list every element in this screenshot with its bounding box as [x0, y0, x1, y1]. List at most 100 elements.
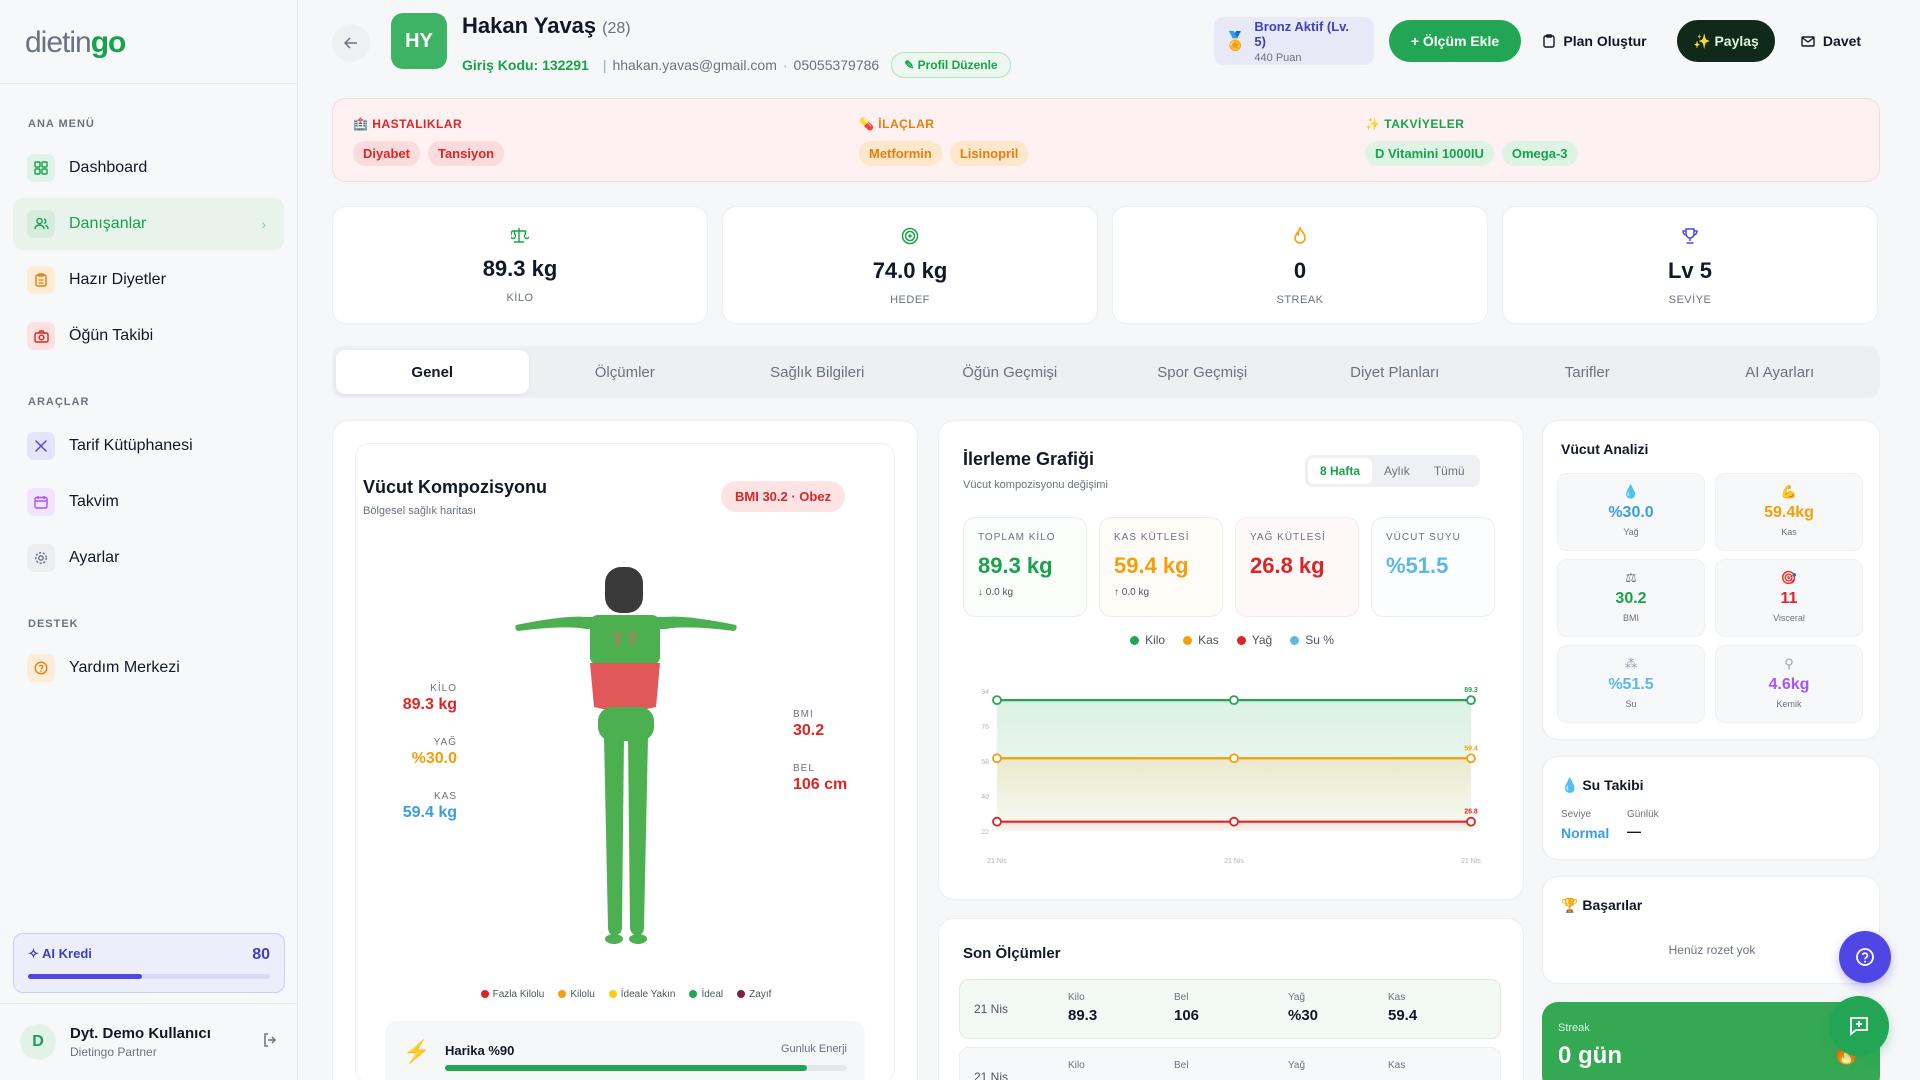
health-summary: 🏥 HASTALIKLAR Diyabet Tansiyon 💊 İLAÇLAR… [332, 98, 1880, 182]
data-point[interactable] [1466, 753, 1476, 764]
bone-icon: ⚲ [1784, 656, 1794, 671]
legend-item-weight[interactable]: Kilo [1130, 633, 1165, 647]
data-point[interactable] [1229, 816, 1239, 827]
progress-chart-panel: İlerleme Grafiği Vücut kompozisyonu deği… [938, 420, 1524, 900]
y-tick-label: 94 [981, 689, 989, 696]
sidebar-item-label: Ayarlar [69, 549, 120, 566]
supplement-chip: Omega-3 [1501, 141, 1578, 166]
data-point[interactable] [992, 753, 1002, 764]
metric-weight: KİLO 89.3 kg [402, 683, 457, 713]
brand-logo[interactable]: dietingo [0, 0, 297, 84]
range-8-weeks[interactable]: 8 Hafta [1308, 458, 1373, 484]
tab-ai-settings[interactable]: AI Ayarları [1745, 363, 1815, 381]
progress-subtitle: Vücut kompozisyonu değişimi [963, 479, 1108, 491]
chat-button[interactable] [1829, 996, 1889, 1056]
add-measurement-button[interactable]: + Ölçüm Ekle [1389, 20, 1521, 62]
users-icon [27, 210, 55, 238]
metric-waist: BEL 106 cm [793, 763, 848, 793]
data-point[interactable] [992, 816, 1002, 827]
sidebar-item-help-center[interactable]: Yardım Merkezi [13, 642, 284, 694]
table-row[interactable]: 21 Nis Kilo Bel Yağ Kas [959, 1047, 1501, 1080]
stat-card-target: 74.0 kg HEDEF [722, 206, 1098, 324]
legend-item-water[interactable]: Su % [1290, 633, 1334, 647]
share-button[interactable]: ✨ Paylaş [1677, 20, 1775, 62]
range-all[interactable]: Tümü [1433, 464, 1465, 478]
metric-fat: YAĞ %30.0 [411, 737, 457, 767]
y-tick-label: 76 [981, 724, 989, 731]
drop-icon: 💧 [1622, 484, 1640, 499]
tab-sport-history[interactable]: Spor Geçmişi [1157, 363, 1248, 381]
legend-item: İdeal [689, 989, 723, 1000]
target-icon [723, 227, 1097, 250]
sidebar-item-clients[interactable]: Danışanlar › [13, 198, 284, 250]
current-user: D Dyt. Demo Kullanıcı Dietingo Partner [0, 1003, 298, 1080]
sidebar-item-label: Danışanlar [69, 215, 147, 232]
tab-meal-history[interactable]: Öğün Geçmişi [962, 363, 1058, 381]
tab-recipes[interactable]: Tarifler [1564, 363, 1610, 381]
legend-item-muscle[interactable]: Kas [1183, 633, 1219, 647]
sidebar-item-dashboard[interactable]: Dashboard [13, 142, 284, 194]
ai-credit-card[interactable]: ✧ AI Kredi 80 [13, 933, 285, 993]
client-age: (28) [602, 20, 631, 37]
y-tick-label: 58 [981, 759, 989, 766]
chart-legend: Kilo Kas Yağ Su % [939, 633, 1525, 647]
supplements-group: ✨ TAKVİYELER D Vitamini 1000IU Omega-3 [1365, 117, 1578, 166]
back-arrow-icon[interactable] [332, 24, 370, 62]
analysis-muscle: 💪 59.4kg Kas [1715, 473, 1863, 551]
client-name: Hakan Yavaş (28) [462, 13, 631, 38]
tab-health-info[interactable]: Sağlık Bilgileri [770, 363, 865, 381]
data-point[interactable] [1466, 816, 1476, 827]
data-point[interactable] [1466, 695, 1476, 706]
metric-card-muscle-mass: KAS KÜTLESİ 59.4 kg ↑ 0.0 kg [1099, 517, 1223, 617]
legend-item-fat[interactable]: Yağ [1236, 633, 1272, 647]
help-circle-icon [27, 654, 55, 682]
tab-diet-plans[interactable]: Diyet Planları [1350, 363, 1440, 381]
stat-card-weight: 89.3 kg KİLO [332, 206, 708, 324]
series-area-1 [997, 758, 1471, 831]
profile-edit-button[interactable]: ✎ Profil Düzenle [891, 52, 1011, 78]
sidebar-item-settings[interactable]: Ayarlar [13, 532, 284, 584]
sidebar-item-recipes[interactable]: Tarif Kütüphanesi [13, 420, 284, 472]
tab-general[interactable]: Genel [336, 350, 529, 394]
create-plan-button[interactable]: Plan Oluştur [1534, 20, 1656, 62]
metric-bmi: BMI 30.2 [793, 709, 825, 739]
achievements-empty: Henüz rozet yok [1668, 943, 1756, 957]
x-tick-label: 21 Nis [987, 858, 1007, 865]
level-badge[interactable]: 🏅 Bronz Aktif (Lv. 5) 440 Puan [1214, 17, 1374, 65]
trophy-icon [1503, 227, 1877, 250]
tab-measurements[interactable]: Ölçümler [594, 363, 655, 381]
sidebar-item-calendar[interactable]: Takvim [13, 476, 284, 528]
range-monthly[interactable]: Aylık [1384, 464, 1410, 478]
logout-icon[interactable] [262, 1032, 278, 1053]
sidebar-item-meal-tracking[interactable]: Öğün Takibi [13, 310, 284, 362]
data-point[interactable] [992, 695, 1002, 706]
sidebar-item-label: Yardım Merkezi [69, 659, 180, 676]
data-label: 59.4 [1464, 745, 1478, 752]
analysis-fat: 💧 %30.0 Yağ [1557, 473, 1705, 551]
avatar[interactable]: D [20, 1024, 56, 1060]
water-tracking-panel: 💧 Su Takibi Seviye Günlük Normal — [1542, 756, 1880, 860]
data-point[interactable] [1229, 753, 1239, 764]
analysis-water: ⁂ %51.5 Su [1557, 645, 1705, 723]
client-email[interactable]: hhakan.yavas@gmail.com [612, 57, 777, 73]
help-button[interactable] [1839, 931, 1891, 983]
sidebar-item-ready-diets[interactable]: Hazır Diyetler [13, 254, 284, 306]
stat-card-level: Lv 5 SEVİYE [1502, 206, 1878, 324]
data-point[interactable] [1229, 695, 1239, 706]
scale-icon [333, 227, 707, 248]
daily-energy: ⚡ Harika %90 Gunluk Enerji [385, 1021, 865, 1080]
camera-icon [27, 322, 55, 350]
nav-section-support: DESTEK [28, 618, 79, 630]
clipboard-icon [27, 266, 55, 294]
invite-button[interactable]: Davet [1791, 20, 1871, 62]
achievements-panel: 🏆 Başarılar Henüz rozet yok [1542, 876, 1880, 984]
body-composition-panel: Vücut Kompozisyonu Bölgesel sağlık harit… [332, 420, 918, 1080]
body-analysis-title: Vücut Analizi [1561, 441, 1649, 457]
metric-muscle: KAS 59.4 kg [402, 791, 457, 821]
metric-card-total-weight: TOPLAM KİLO 89.3 kg ↓ 0.0 kg [963, 517, 1087, 617]
nav-section-tools: ARAÇLAR [28, 396, 90, 408]
drug-chip: Lisinopril [949, 141, 1029, 166]
table-row[interactable]: 21 Nis Kilo 89.3 Bel 106 Yağ %30 Kas 59.4 [959, 979, 1501, 1039]
client-phone[interactable]: 05055379786 [793, 57, 880, 73]
disease-chip: Diyabet [353, 141, 420, 166]
